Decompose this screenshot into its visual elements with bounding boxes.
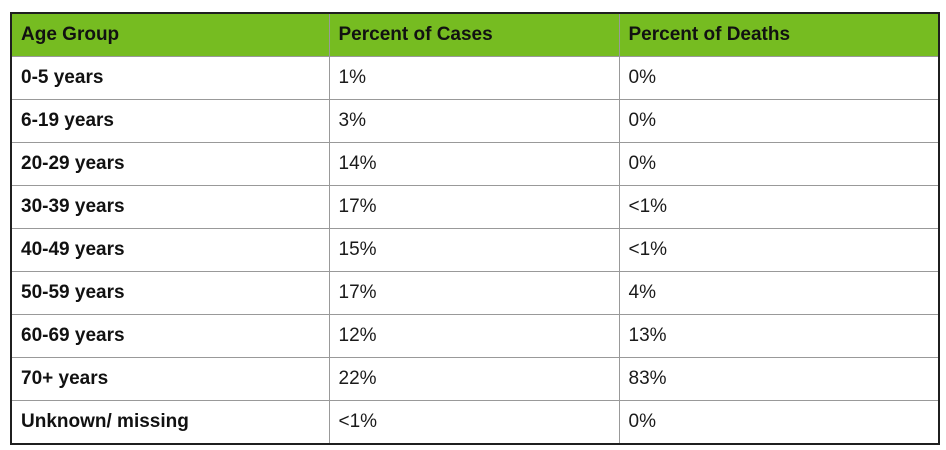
percent-deaths-cell: <1% [618, 185, 940, 229]
percent-deaths-cell: 0% [618, 56, 940, 100]
table-row: 70+ years 22% 83% [10, 357, 940, 401]
age-group-cell: 30-39 years [10, 185, 330, 229]
percent-cases-cell: 17% [328, 271, 620, 315]
column-header-age-group: Age Group [10, 12, 330, 57]
table-row: Unknown/ missing <1% 0% [10, 400, 940, 445]
percent-deaths-cell: <1% [618, 228, 940, 272]
percent-deaths-cell: 4% [618, 271, 940, 315]
table-row: 20-29 years 14% 0% [10, 142, 940, 186]
column-header-percent-cases: Percent of Cases [328, 12, 620, 57]
percent-cases-cell: 14% [328, 142, 620, 186]
header-row: Age Group Percent of Cases Percent of De… [10, 12, 940, 57]
percent-cases-cell: 17% [328, 185, 620, 229]
table-row: 50-59 years 17% 4% [10, 271, 940, 315]
percent-deaths-cell: 13% [618, 314, 940, 358]
percent-deaths-cell: 0% [618, 142, 940, 186]
age-group-cell: 0-5 years [10, 56, 330, 100]
table-row: 0-5 years 1% 0% [10, 56, 940, 100]
percent-cases-cell: 3% [328, 99, 620, 143]
table-container: Age Group Percent of Cases Percent of De… [10, 12, 940, 445]
column-header-percent-deaths: Percent of Deaths [618, 12, 940, 57]
percent-deaths-cell: 0% [618, 400, 940, 445]
table-row: 6-19 years 3% 0% [10, 99, 940, 143]
age-distribution-table: Age Group Percent of Cases Percent of De… [10, 12, 940, 445]
percent-deaths-cell: 0% [618, 99, 940, 143]
percent-cases-cell: 22% [328, 357, 620, 401]
table-row: 60-69 years 12% 13% [10, 314, 940, 358]
table-row: 30-39 years 17% <1% [10, 185, 940, 229]
percent-cases-cell: <1% [328, 400, 620, 445]
age-group-cell: 40-49 years [10, 228, 330, 272]
table-row: 40-49 years 15% <1% [10, 228, 940, 272]
percent-deaths-cell: 83% [618, 357, 940, 401]
age-group-cell: 70+ years [10, 357, 330, 401]
age-group-cell: 6-19 years [10, 99, 330, 143]
percent-cases-cell: 1% [328, 56, 620, 100]
age-group-cell: 20-29 years [10, 142, 330, 186]
age-group-cell: 60-69 years [10, 314, 330, 358]
percent-cases-cell: 12% [328, 314, 620, 358]
age-group-cell: 50-59 years [10, 271, 330, 315]
age-group-cell: Unknown/ missing [10, 400, 330, 445]
percent-cases-cell: 15% [328, 228, 620, 272]
